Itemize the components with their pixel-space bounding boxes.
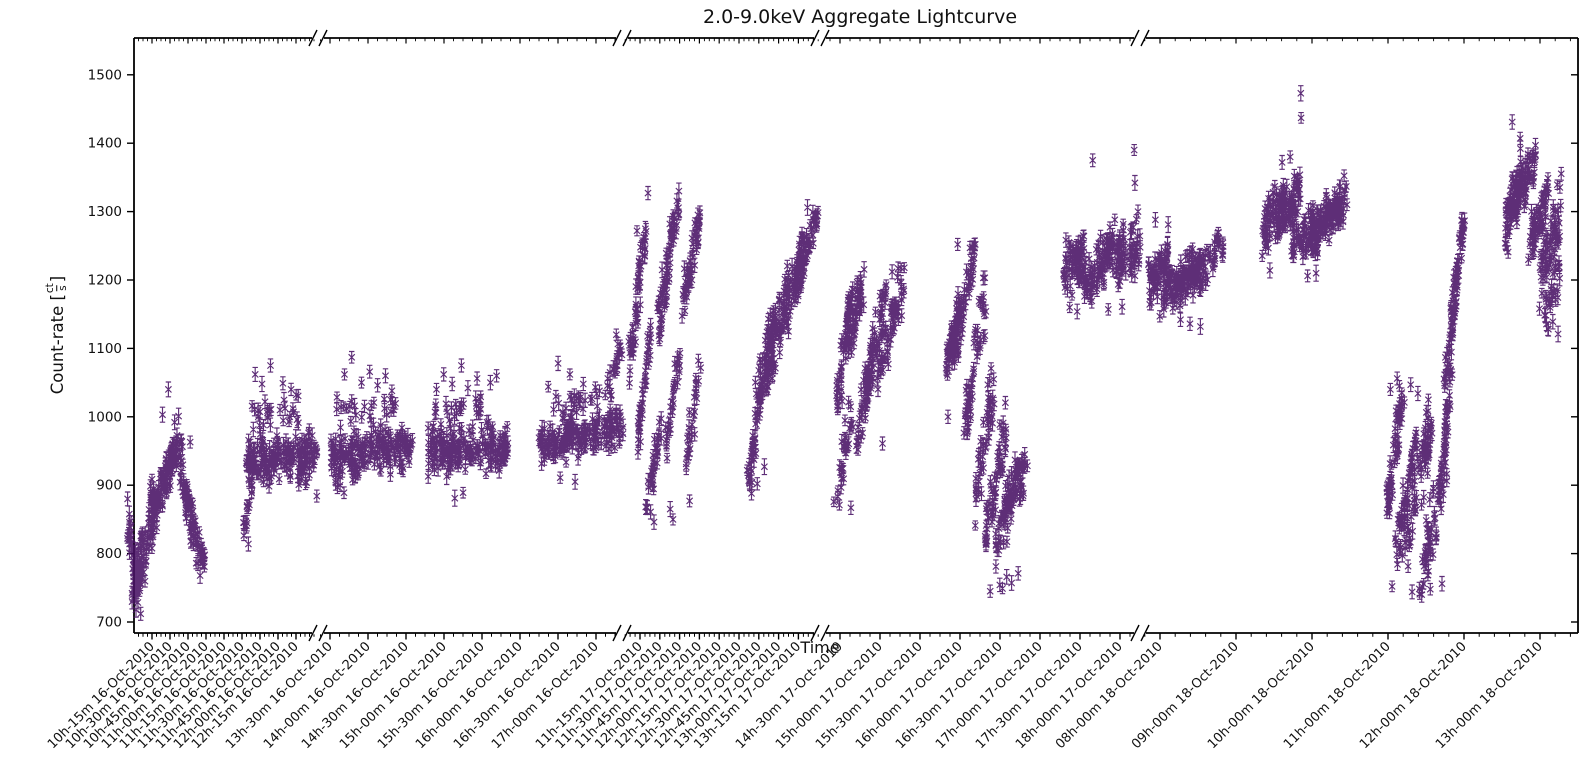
data-cluster-K (1060, 144, 1144, 320)
y-axis-unit-denominator: s (56, 285, 69, 291)
data-cluster-M (1258, 85, 1351, 283)
data-cluster-N (1383, 211, 1469, 603)
x-axis-label: Time (800, 638, 840, 657)
y-tick-label: 800 (96, 546, 122, 562)
axis-break-gap (1134, 36, 1146, 40)
axis-break-slash (1130, 624, 1140, 642)
data-cluster-D (424, 358, 512, 507)
data-cluster-L (1144, 212, 1227, 335)
axis-break-gap (616, 631, 628, 635)
axis-break-slash (1130, 29, 1140, 47)
axis-break-gap (312, 36, 324, 40)
data-cluster-B (239, 358, 321, 552)
data-cluster-I (942, 237, 1031, 598)
data-cluster-O (1501, 114, 1565, 343)
axis-break-slash (308, 29, 318, 47)
axis-break-slash (318, 29, 328, 47)
axis-break-gap (312, 631, 324, 635)
y-tick-label: 1400 (88, 136, 122, 152)
y-tick-label: 1500 (88, 67, 122, 83)
y-tick-label: 700 (96, 615, 122, 631)
axis-break-slash (612, 29, 622, 47)
y-axis-label-suffix: ] (48, 275, 68, 283)
axis-break-gap (616, 36, 628, 40)
y-axis-label-prefix: Count-rate [ (48, 294, 68, 395)
y-tick-label: 1200 (88, 273, 122, 289)
axis-break-slash (810, 624, 820, 642)
axis-break-slash (1140, 29, 1150, 47)
axis-break-slash (820, 624, 830, 642)
axis-break-gap (814, 36, 826, 40)
axis-break-slash (308, 624, 318, 642)
axis-break-slash (622, 624, 632, 642)
data-cluster-C (327, 350, 416, 500)
data-cluster-E (535, 328, 627, 490)
y-tick-label: 1300 (88, 204, 122, 220)
y-axis-unit-numerator: ct (44, 283, 57, 294)
axis-break-slash (318, 624, 328, 642)
axis-break-slash (612, 624, 622, 642)
axis-break-slash (820, 29, 830, 47)
axis-break-slash (1140, 624, 1150, 642)
y-tick-label: 900 (96, 478, 122, 494)
y-axis-unit-fraction: ct s (44, 283, 69, 294)
axis-break-gap (814, 631, 826, 635)
data-cluster-A (123, 381, 209, 621)
axis-break-slash (622, 29, 632, 47)
chart-title: 2.0-9.0keV Aggregate Lightcurve (702, 6, 1018, 28)
y-tick-label: 1000 (88, 409, 122, 425)
axis-break-gap (1134, 631, 1146, 635)
data-cluster-F (625, 182, 705, 530)
y-axis-label: Count-rate [ct s] (44, 275, 70, 395)
data-cluster-H (830, 261, 908, 515)
axis-break-slash (810, 29, 820, 47)
data-cluster-G (743, 199, 822, 501)
y-tick-label: 1100 (88, 341, 122, 357)
